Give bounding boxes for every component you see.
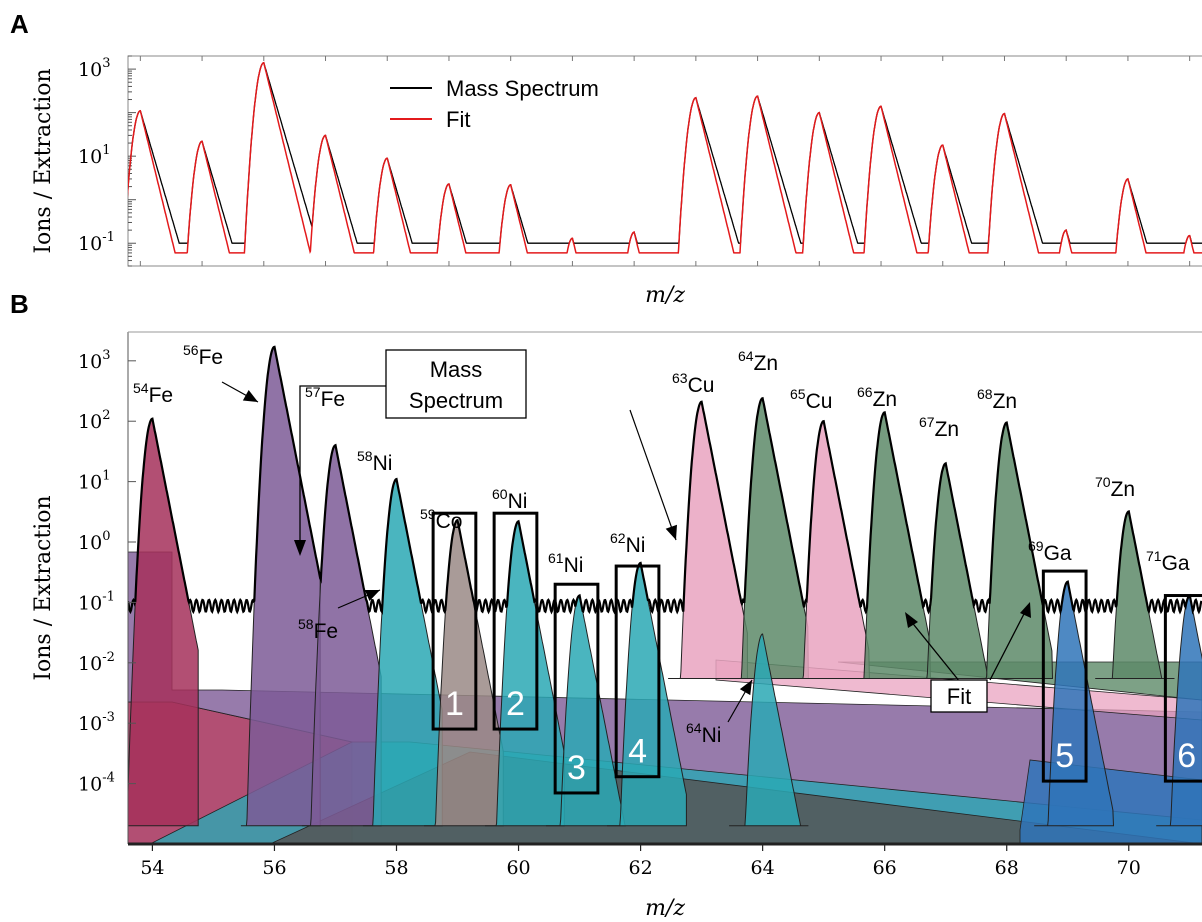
isotope-label-62ni: 62Ni [610, 530, 645, 557]
peak-56fe [240, 346, 321, 827]
isotope-label-70zn: 70Zn [1095, 474, 1135, 501]
peak-63cu [668, 401, 748, 679]
y-tick-label-b: 10-2 [78, 650, 115, 675]
y-axis-label-b: Ions / Extraction [31, 495, 56, 680]
isotope-label-64ni: 64Ni [686, 720, 721, 747]
x-axis-label-a: m/z [645, 283, 685, 308]
callout-fit-label: Fit [947, 684, 971, 709]
panel-a-chart: 10-1 101 103 Ions / Extraction m/z [31, 55, 1202, 308]
box-6 [1163, 594, 1202, 783]
label-arrow-head [364, 590, 380, 602]
box-label-4: 4 [628, 733, 647, 771]
isotope-label-54fe: 54Fe [133, 380, 173, 407]
plot-frame-a [127, 55, 1202, 267]
box-4 [614, 564, 661, 779]
x-tick-label-b: 66 [873, 857, 897, 879]
panel-b-letter: B [10, 289, 29, 319]
box-5 [1041, 569, 1088, 783]
isotope-label-58ni: 58Ni [357, 448, 392, 475]
box-label-3: 3 [567, 749, 586, 787]
box-1 [431, 511, 478, 731]
x-tick-label-b: 54 [140, 857, 164, 879]
x-tick-label-b: 60 [506, 857, 530, 879]
box-label-2: 2 [506, 685, 525, 723]
box-label-5: 5 [1055, 737, 1074, 775]
y-tick-label-b: 101 [78, 469, 110, 494]
box-label-6: 6 [1177, 737, 1196, 775]
isotope-label-58fe: 58Fe [298, 616, 338, 643]
panel-a-letter: A [10, 9, 29, 39]
y-tick-label-a: 101 [78, 143, 110, 168]
callout-mass-spectrum: Mass Spectrum [294, 349, 527, 556]
x-tick-label-b: 56 [262, 857, 286, 879]
label-arrow-head [739, 680, 752, 696]
x-tick-label-b: 64 [751, 857, 775, 879]
peak-61ni [546, 594, 626, 827]
legend-a: Mass Spectrum Fit [390, 76, 599, 132]
box-label-1: 1 [445, 685, 464, 723]
isotope-label-65cu: 65Cu [790, 386, 832, 413]
callout-mass-spectrum-line1: Mass [430, 357, 483, 382]
label-arrow-line [629, 409, 677, 541]
x-tick-label-b: 70 [1117, 857, 1141, 879]
y-tick-label-b: 10-4 [78, 771, 115, 796]
box-2 [492, 511, 539, 731]
x-tick-label-b: 62 [628, 857, 652, 879]
callout-mass-spectrum-line2: Spectrum [409, 388, 503, 413]
isotope-label-68zn: 68Zn [977, 386, 1017, 413]
label-arrow-head [242, 389, 258, 402]
legend-label-mass-spectrum: Mass Spectrum [446, 76, 599, 101]
peak-71ga [1156, 594, 1202, 827]
y-tick-label-a: 103 [78, 56, 110, 81]
label-arrow-head [665, 524, 677, 540]
isotope-label-56fe: 56Fe [183, 342, 223, 369]
isotope-label-64zn: 64Zn [738, 348, 778, 375]
peak-69ga [1034, 580, 1115, 827]
y-tick-label-b: 100 [78, 529, 110, 554]
series-line-mass-spectrum-b [128, 345, 1202, 616]
isotope-label-57fe: 57Fe [305, 384, 345, 411]
isotope-label-60ni: 60Ni [492, 486, 527, 513]
legend-label-fit: Fit [446, 107, 470, 132]
callout-fit: Fit [905, 602, 1031, 713]
y-tick-label-a: 10-1 [78, 230, 115, 255]
isotope-label-66zn: 66Zn [857, 384, 897, 411]
y-tick-label-b: 10-1 [78, 589, 115, 614]
x-tick-label-b: 68 [995, 857, 1019, 879]
series-line-mass-spectrum [128, 61, 1202, 244]
isotope-label-71ga: 71Ga [1146, 548, 1190, 575]
y-tick-label-b: 10-3 [78, 710, 115, 735]
arrow-head [294, 540, 306, 556]
isotope-label-63cu: 63Cu [672, 370, 714, 397]
box-3 [553, 582, 600, 795]
y-axis-label-a: Ions / Extraction [31, 68, 56, 253]
peak-64ni [729, 633, 809, 827]
isotope-label-61ni: 61Ni [548, 550, 583, 577]
isotope-label-67zn: 67Zn [919, 414, 959, 441]
isotope-label-69ga: 69Ga [1028, 538, 1072, 565]
x-tick-label-b: 58 [384, 857, 408, 879]
x-axis-label-b: m/z [645, 896, 685, 921]
y-tick-label-b: 103 [78, 348, 110, 373]
series-line-fit [128, 61, 1202, 255]
isotope-label-59co: 59Co [420, 506, 462, 533]
y-tick-label-b: 102 [78, 408, 110, 433]
